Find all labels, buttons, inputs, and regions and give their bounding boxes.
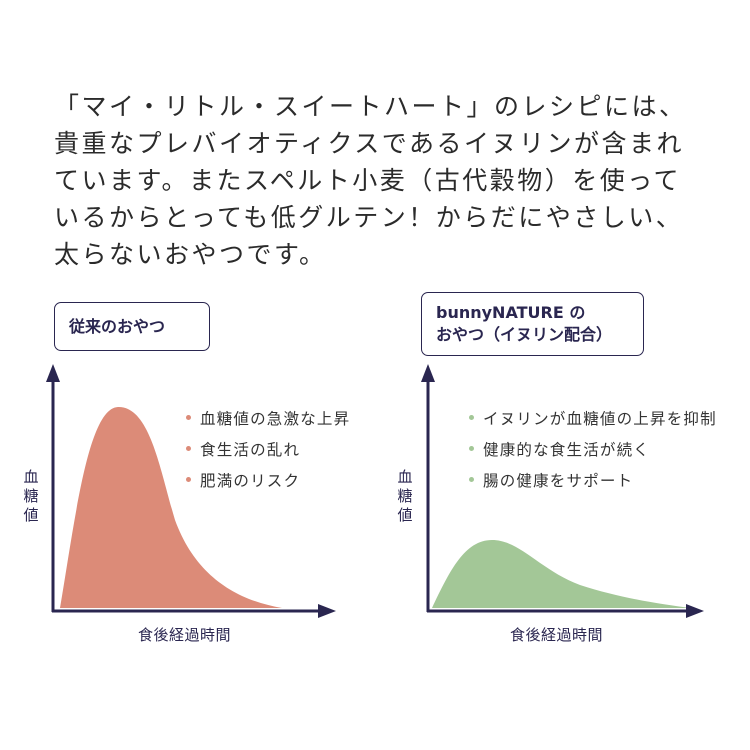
bullet-item: 食生活の乱れ: [186, 435, 350, 466]
intro-line: 太らないおやつです。: [54, 240, 327, 269]
bullet-item: イヌリンが血糖値の上昇を抑制: [469, 404, 717, 435]
bullet-dot-icon: [469, 446, 474, 451]
conventional-bullet-list: 血糖値の急激な上昇 食生活の乱れ 肥満のリスク: [186, 404, 350, 497]
left-y-arrow-icon: [46, 364, 60, 382]
bullet-dot-icon: [186, 446, 191, 451]
bullet-text: 肥満のリスク: [200, 472, 301, 490]
label-char: 値: [397, 506, 413, 524]
right-x-arrow-icon: [686, 604, 704, 618]
bullet-text: 健康的な食生活が続く: [483, 441, 651, 459]
bunny-blood-sugar-curve: [432, 540, 690, 608]
bullet-text: 食生活の乱れ: [200, 441, 301, 459]
intro-line: ています。またスペルト小麦（古代穀物）を使って: [54, 166, 682, 195]
bunny-snack-title-line2: おやつ（イヌリン配合）: [436, 325, 613, 344]
intro-line: いるからとっても低グルテン！からだにやさしい、: [54, 203, 684, 232]
intro-line: 貴重なプレバイオティクスであるイヌリンが含まれ: [54, 129, 685, 158]
bunny-snack-title-box: bunnyNATURE の おやつ（イヌリン配合）: [421, 292, 644, 356]
conventional-snack-title: 従来のおやつ: [69, 316, 166, 336]
bullet-item: 血糖値の急激な上昇: [186, 404, 350, 435]
bullet-dot-icon: [186, 477, 191, 482]
label-char: 糖: [397, 487, 413, 505]
bullet-text: イヌリンが血糖値の上昇を抑制: [483, 410, 717, 428]
bullet-item: 健康的な食生活が続く: [469, 435, 717, 466]
intro-text: 「マイ・リトル・スイートハート」のレシピには、 貴重なプレバイオティクスであるイ…: [54, 88, 734, 273]
bullet-item: 肥満のリスク: [186, 466, 350, 497]
right-x-axis-label: 食後経過時間: [510, 626, 604, 644]
label-char: 糖: [23, 487, 39, 505]
bunny-snack-title-line1: bunnyNATURE の: [436, 303, 586, 322]
left-x-arrow-icon: [318, 604, 336, 618]
bullet-item: 腸の健康をサポート: [469, 466, 717, 497]
bullet-text: 腸の健康をサポート: [483, 472, 634, 490]
label-char: 血: [397, 468, 413, 486]
bunny-bullet-list: イヌリンが血糖値の上昇を抑制 健康的な食生活が続く 腸の健康をサポート: [469, 404, 717, 497]
conventional-snack-title-box: 従来のおやつ: [54, 302, 210, 351]
bullet-dot-icon: [469, 477, 474, 482]
right-y-axis-label: 血 糖 値: [396, 468, 414, 525]
label-char: 血: [23, 468, 39, 486]
label-char: 値: [23, 506, 39, 524]
bullet-dot-icon: [186, 415, 191, 420]
bullet-text: 血糖値の急激な上昇: [200, 410, 351, 428]
conventional-blood-sugar-curve: [60, 406, 282, 608]
right-y-arrow-icon: [421, 364, 435, 382]
intro-line: 「マイ・リトル・スイートハート」のレシピには、: [54, 92, 687, 121]
left-y-axis-label: 血 糖 値: [22, 468, 40, 525]
bullet-dot-icon: [469, 415, 474, 420]
left-x-axis-label: 食後経過時間: [138, 626, 232, 644]
